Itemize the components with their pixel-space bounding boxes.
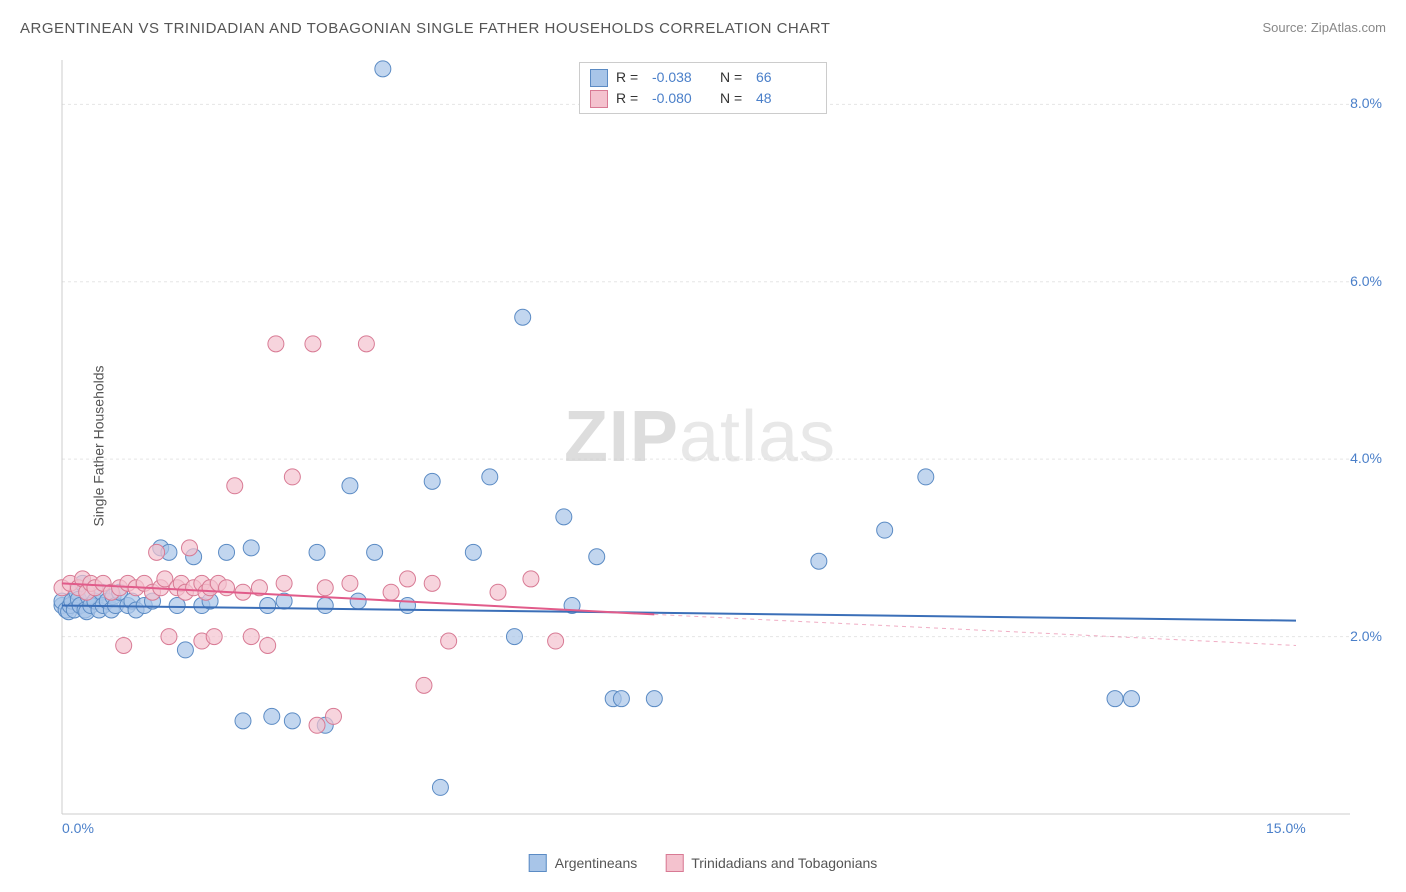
stat-n-label: N = (720, 88, 748, 109)
stats-legend: R = -0.038 N = 66 R = -0.080 N = 48 (579, 62, 827, 114)
legend-label: Trinidadians and Tobagonians (691, 855, 877, 871)
legend-swatch (665, 854, 683, 872)
chart-area: ZIPatlas (50, 60, 1350, 830)
stat-r-label: R = (616, 88, 644, 109)
stats-row: R = -0.038 N = 66 (590, 67, 816, 88)
legend-swatch (590, 69, 608, 87)
legend-item: Trinidadians and Tobagonians (665, 854, 877, 872)
stats-row: R = -0.080 N = 48 (590, 88, 816, 109)
legend-swatch (529, 854, 547, 872)
y-tick-label: 6.0% (1350, 273, 1382, 289)
scatter-chart (50, 60, 1350, 830)
stat-n-label: N = (720, 67, 748, 88)
stat-n-value: 48 (756, 88, 816, 109)
stat-r-label: R = (616, 67, 644, 88)
stat-n-value: 66 (756, 67, 816, 88)
x-tick-label: 0.0% (62, 820, 94, 836)
legend-item: Argentineans (529, 854, 638, 872)
stat-r-value: -0.038 (652, 67, 712, 88)
x-tick-label: 15.0% (1266, 820, 1306, 836)
bottom-legend: Argentineans Trinidadians and Tobagonian… (529, 854, 878, 872)
source-attribution: Source: ZipAtlas.com (1262, 20, 1386, 35)
stat-r-value: -0.080 (652, 88, 712, 109)
legend-label: Argentineans (555, 855, 638, 871)
legend-swatch (590, 90, 608, 108)
y-tick-label: 2.0% (1350, 628, 1382, 644)
y-tick-label: 8.0% (1350, 95, 1382, 111)
y-tick-label: 4.0% (1350, 450, 1382, 466)
chart-title: ARGENTINEAN VS TRINIDADIAN AND TOBAGONIA… (20, 20, 830, 37)
